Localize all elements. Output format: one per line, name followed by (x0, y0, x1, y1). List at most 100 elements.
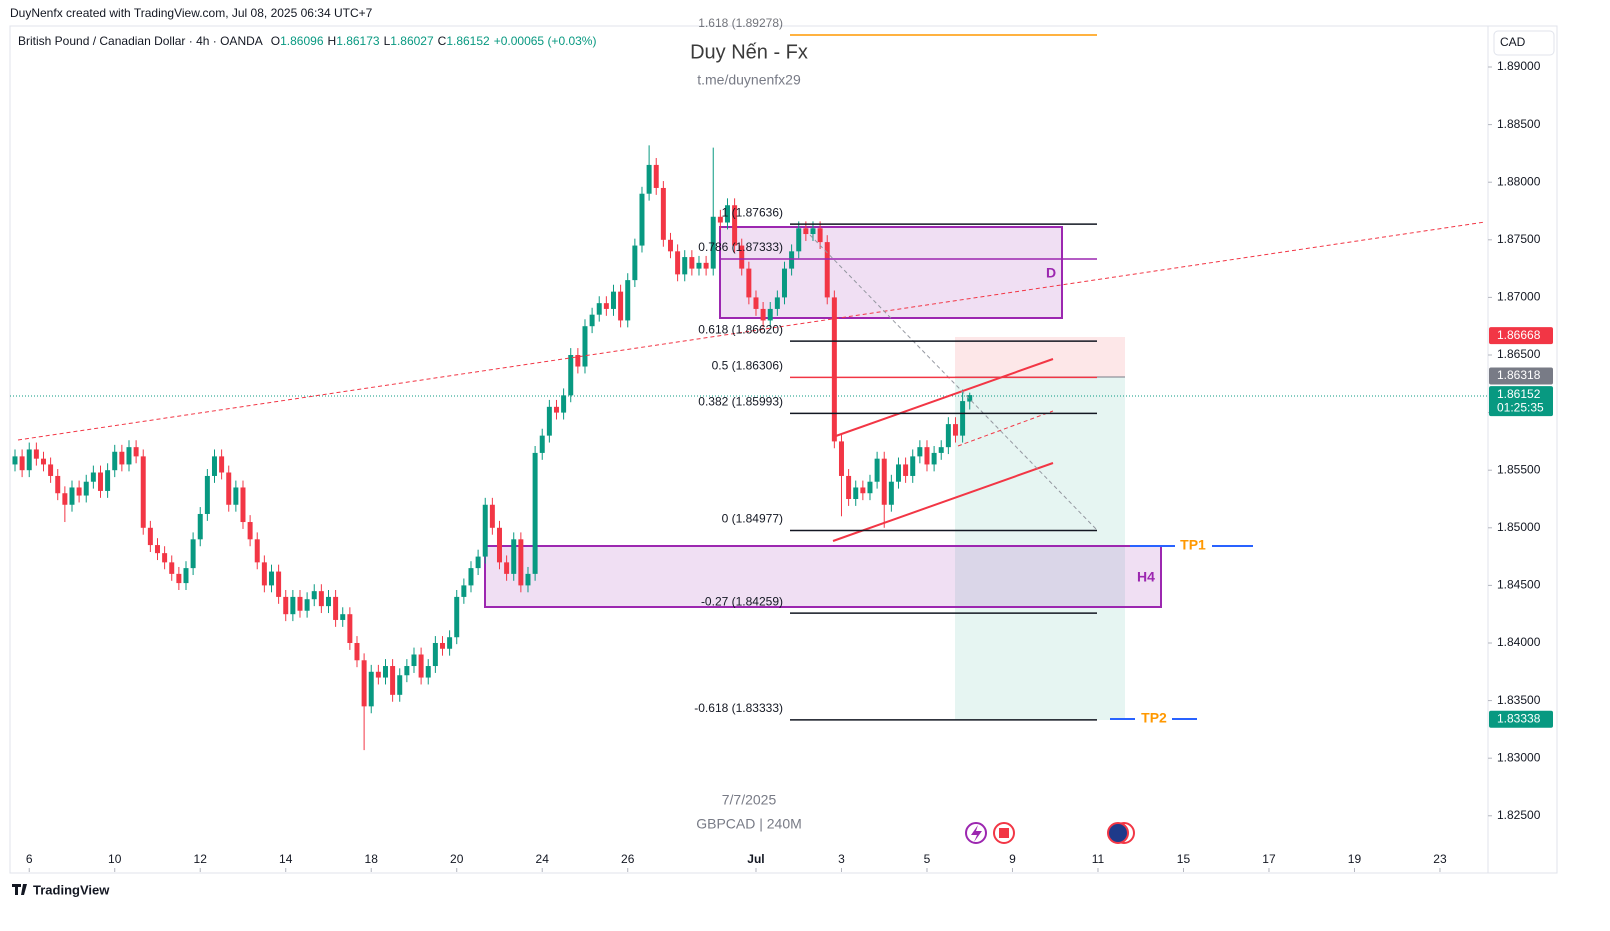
ohlc-value: 1.86173 (336, 34, 380, 48)
candle-body (689, 257, 695, 269)
x-tick-label: 14 (279, 852, 293, 866)
candle-body (846, 475, 852, 499)
candle-body (311, 591, 317, 600)
candle-body (625, 280, 631, 321)
credit: DuyNenfx created with TradingView.com, J… (10, 6, 373, 20)
watermark-symbol: GBPCAD | 240M (696, 816, 802, 832)
price-tag (1489, 710, 1553, 728)
fib-label: 0.5 (1.86306) (712, 359, 783, 373)
y-tick-label: 1.83000 (1497, 750, 1541, 764)
event-icon[interactable] (1107, 822, 1129, 844)
candle-body (575, 355, 581, 367)
candle-body (19, 456, 25, 471)
candle-body (290, 596, 296, 615)
x-tick-label: 9 (1009, 852, 1016, 866)
candle-body (838, 441, 844, 476)
candle-body (204, 475, 210, 514)
candle-body (682, 257, 688, 275)
x-tick-label: 20 (450, 852, 464, 866)
candle-body (154, 545, 160, 554)
candle-body (425, 666, 431, 678)
x-tick-label: 19 (1348, 852, 1362, 866)
fib-label: -0.27 (1.84259) (701, 594, 783, 608)
candle-body (660, 187, 666, 240)
candle-body (703, 262, 709, 269)
fib-label: 1 (1.87636) (722, 205, 783, 219)
fib-label: 0.618 (1.86620) (698, 322, 783, 336)
candle-body (382, 666, 388, 678)
candle-body (397, 675, 403, 695)
candle-body (190, 539, 196, 569)
candle-body (40, 458, 46, 465)
candle-body (304, 599, 310, 611)
candle-body (867, 481, 873, 494)
watermark-date: 7/7/2025 (722, 792, 777, 808)
candle-body (739, 245, 745, 269)
candle-body (404, 666, 410, 676)
candle-body (717, 216, 723, 223)
candle-body (903, 464, 909, 476)
x-tick-label: 5 (924, 852, 931, 866)
candle-body (810, 228, 816, 235)
tp1-label: TP1 (1180, 537, 1206, 553)
candle-body (183, 568, 189, 584)
candle-body (33, 449, 39, 459)
x-tick-label: Jul (747, 852, 764, 866)
candle-body (539, 435, 545, 453)
x-tick-label: 23 (1433, 852, 1447, 866)
candle-body (504, 562, 510, 574)
y-tick-label: 1.89000 (1497, 59, 1541, 73)
fib-label: 1.618 (1.89278) (698, 16, 783, 30)
watermark-title: Duy Nến - Fx (690, 41, 808, 63)
x-tick-label: 11 (1092, 852, 1105, 866)
x-tick-label: 15 (1177, 852, 1191, 866)
y-tick-label: 1.85500 (1497, 462, 1541, 476)
candle-body (910, 456, 916, 476)
ohlc-value: 1.86096 (280, 34, 324, 48)
event-icon-glyph (999, 828, 1009, 838)
candle-body (254, 539, 260, 563)
candle-body (817, 228, 823, 243)
candle-body (561, 395, 567, 413)
x-tick-label: 26 (621, 852, 635, 866)
candle-body (546, 406, 552, 436)
candle-body (48, 464, 54, 476)
candle-body (147, 527, 153, 546)
candle-body (390, 666, 396, 695)
candle-body (489, 504, 495, 528)
y-tick-label: 1.84500 (1497, 578, 1541, 592)
x-tick-label: 6 (26, 852, 33, 866)
candle-body (447, 637, 453, 649)
candle-body (518, 539, 524, 586)
ohlc-key: H (328, 34, 337, 48)
candle-body (610, 291, 616, 309)
candle-body (924, 447, 930, 465)
legend-header: British Pound / Canadian Dollar · 4h · O… (18, 34, 596, 48)
y-tick-label: 1.86500 (1497, 347, 1541, 361)
candle-body (133, 447, 139, 457)
event-icon-glyph (971, 825, 982, 842)
price-tag (1489, 386, 1553, 417)
channel-upper (832, 358, 1054, 438)
candle-body (710, 216, 716, 269)
drawings: TP1 TP2 (17, 221, 1486, 726)
candle-body (931, 452, 937, 465)
candle-body (297, 596, 303, 611)
candle-body (219, 456, 225, 473)
candle-body (603, 303, 609, 309)
currency-button[interactable] (1493, 30, 1555, 56)
candle-body (418, 654, 424, 678)
price-tag-label: 1.86152 (1497, 387, 1541, 401)
candle-body (347, 614, 353, 643)
fib-label: 0.786 (1.87333) (698, 240, 783, 254)
candle-body (268, 571, 274, 586)
candle-body (176, 573, 182, 584)
candle-body (781, 268, 787, 298)
candle-body (639, 193, 645, 246)
currency-label: CAD (1500, 35, 1526, 49)
y-tick-label: 1.83500 (1497, 693, 1541, 707)
h4-label: H4 (1137, 569, 1155, 585)
candle-body (62, 493, 68, 505)
